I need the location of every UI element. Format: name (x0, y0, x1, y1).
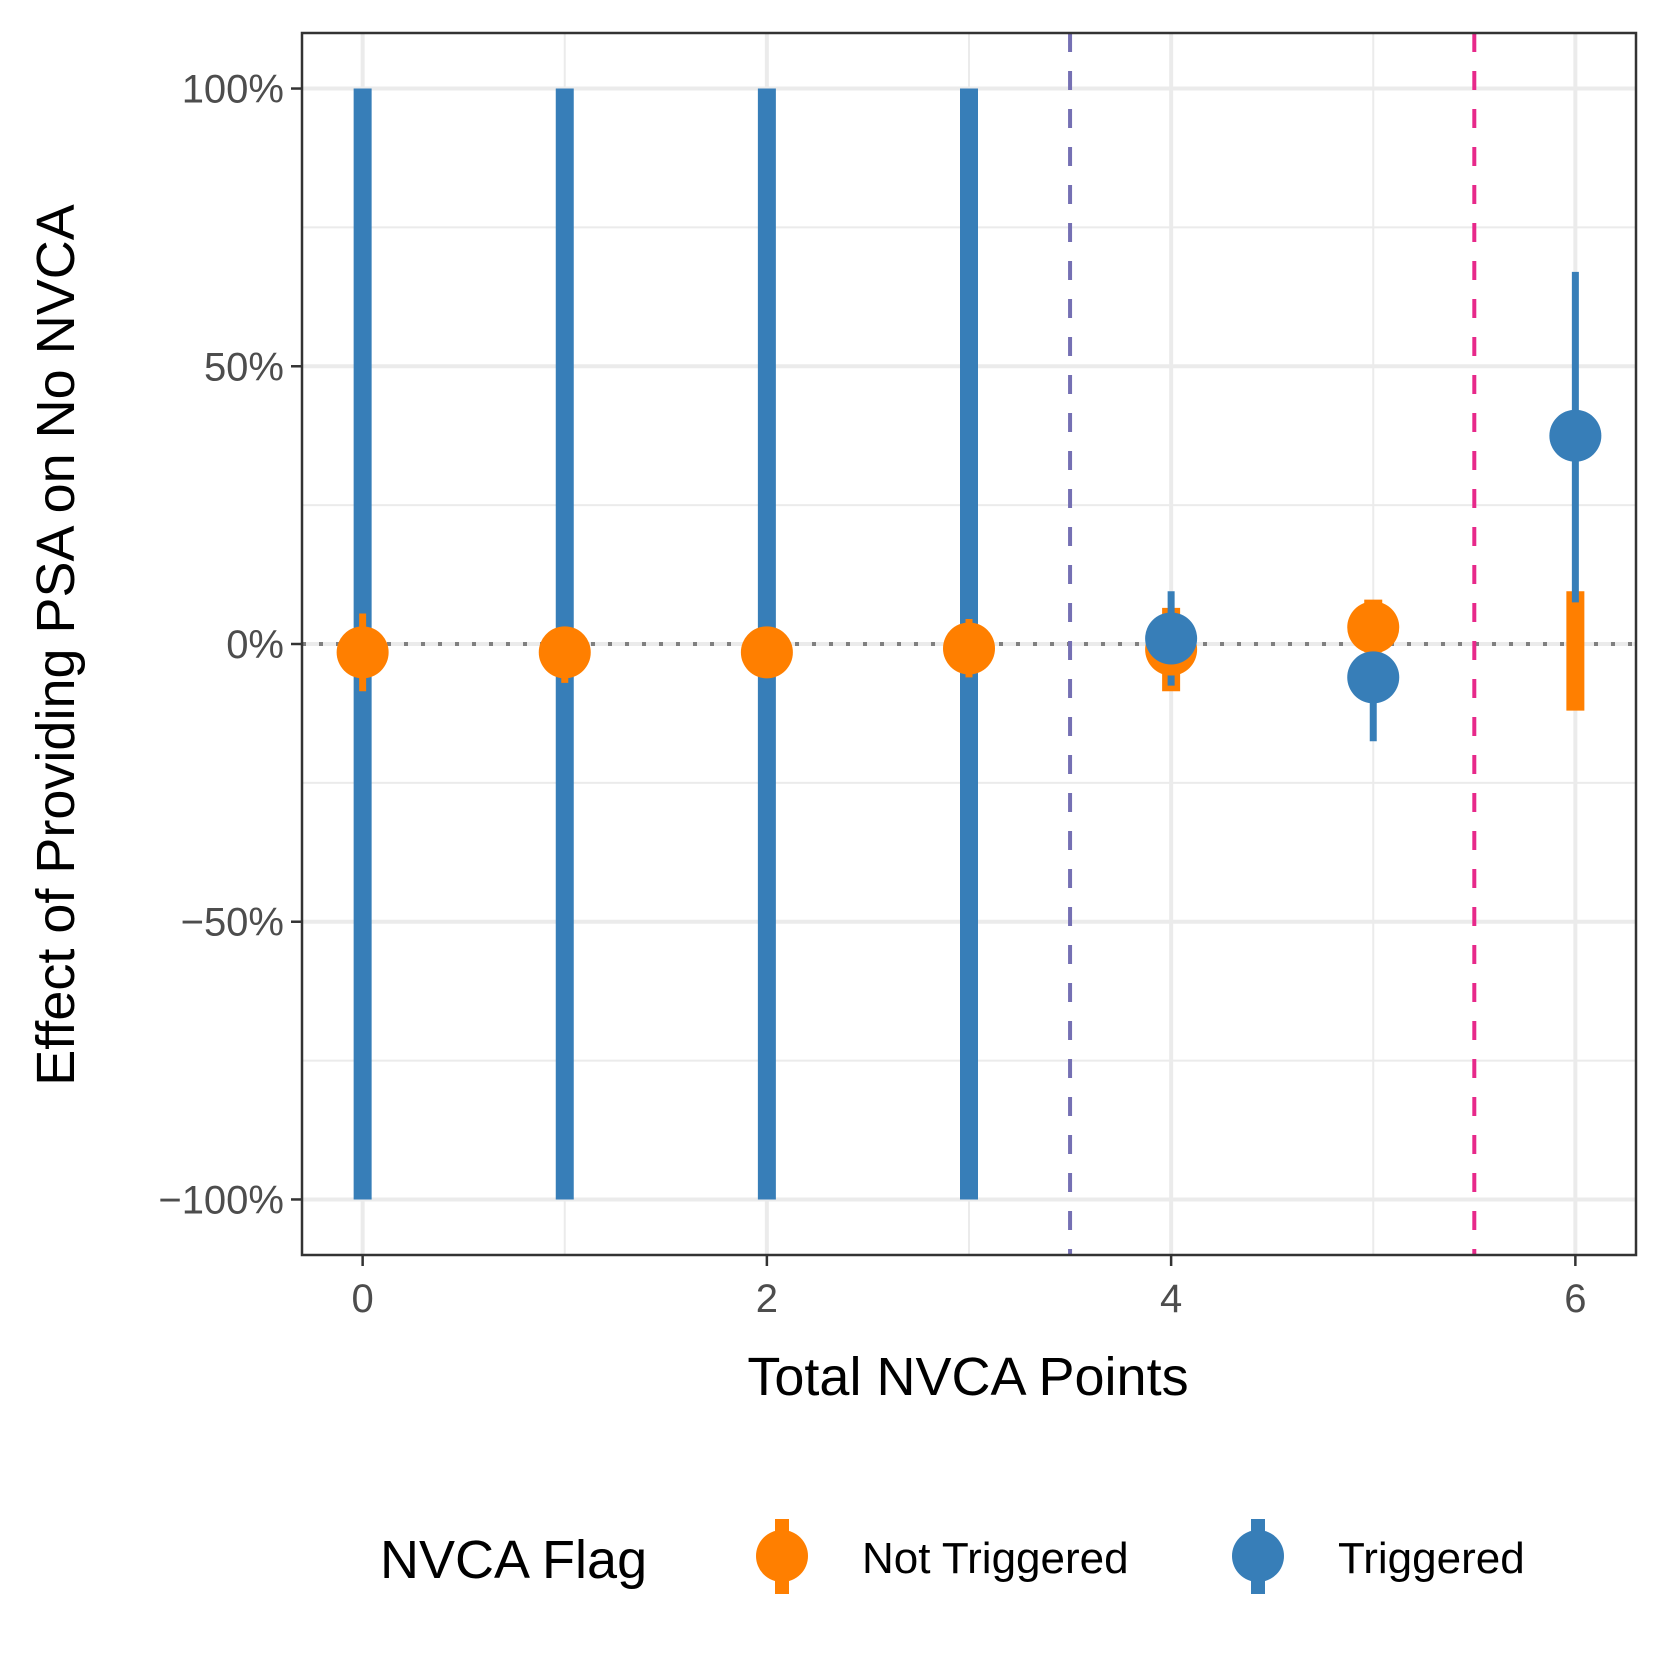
legend: NVCA Flag Not Triggered Triggered (380, 1519, 1525, 1594)
point-triggered-6 (1549, 409, 1602, 462)
data-marks (336, 88, 1602, 1200)
legend-key-not-triggered (756, 1519, 808, 1594)
x-tick-label: 6 (1564, 1277, 1586, 1321)
y-tick-label: 0% (226, 623, 284, 667)
x-tick-label: 0 (352, 1277, 374, 1321)
y-tick-label: 50% (204, 345, 284, 389)
point-triggered-4 (1145, 612, 1198, 665)
point-not-triggered-5 (1347, 601, 1400, 654)
legend-key-point (756, 1530, 808, 1582)
x-tick-label: 2 (756, 1277, 778, 1321)
y-tick-label: −50% (181, 901, 284, 945)
y-axis-title: Effect of Providing PSA on No NVCA (26, 204, 86, 1085)
y-tick-label: 100% (182, 68, 284, 112)
x-axis-title: Total NVCA Points (747, 1347, 1188, 1407)
axes: 0 2 4 6 −100% −50% 0% 50% 100% (158, 68, 1586, 1321)
point-not-triggered-2 (740, 626, 793, 679)
legend-title: NVCA Flag (380, 1530, 647, 1590)
legend-label-triggered: Triggered (1338, 1534, 1525, 1583)
x-tick-label: 4 (1160, 1277, 1182, 1321)
legend-key-point (1232, 1530, 1284, 1582)
legend-label-not-triggered: Not Triggered (862, 1534, 1129, 1583)
y-tick-label: −100% (158, 1178, 284, 1222)
point-triggered-5 (1347, 651, 1400, 704)
point-not-triggered-3 (943, 622, 995, 675)
point-not-triggered-1 (538, 626, 591, 679)
legend-key-triggered (1232, 1519, 1284, 1594)
point-not-triggered-0 (336, 626, 389, 679)
